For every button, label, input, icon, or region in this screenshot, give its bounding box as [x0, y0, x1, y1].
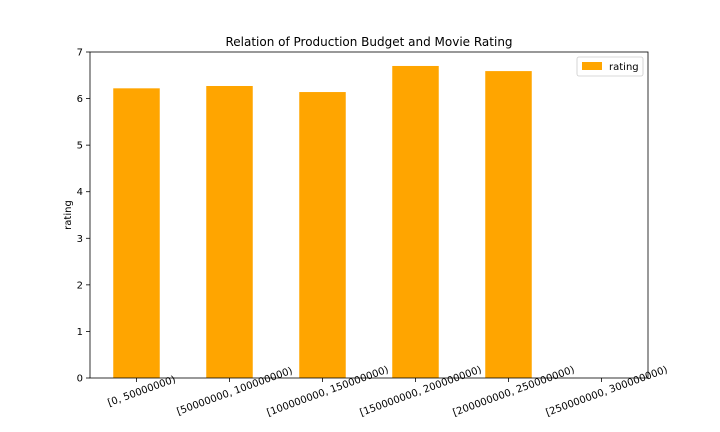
y-tick-label: 4	[77, 187, 83, 198]
plot-frame	[89, 51, 649, 379]
bar-2	[299, 92, 346, 379]
y-tick-label: 6	[77, 94, 83, 105]
legend: rating	[576, 56, 644, 77]
legend-swatch	[582, 62, 602, 70]
y-tick-label: 2	[77, 280, 83, 291]
bar-4	[485, 71, 532, 378]
chart-title: Relation of Production Budget and Movie …	[225, 35, 512, 49]
y-tick-label: 1	[77, 327, 83, 338]
y-tick-label: 7	[77, 48, 83, 59]
y-tick-label: 0	[77, 374, 83, 385]
bar-0	[113, 88, 160, 378]
x-tick-label: [0, 50000000)	[106, 374, 177, 409]
y-axis-label: rating	[63, 200, 74, 230]
bar-3	[392, 65, 439, 378]
y-tick-label: 3	[77, 234, 83, 245]
y-axis-ticks: 0 1 2 3 4 5 6 7	[77, 48, 90, 385]
x-axis-ticks: [0, 50000000)[50000000, 100000000)[10000…	[106, 364, 669, 418]
legend-label: rating	[609, 62, 639, 73]
y-tick-label: 5	[77, 141, 83, 152]
bar-1	[206, 85, 253, 379]
bars-group	[113, 65, 532, 379]
legend-box	[576, 56, 644, 77]
